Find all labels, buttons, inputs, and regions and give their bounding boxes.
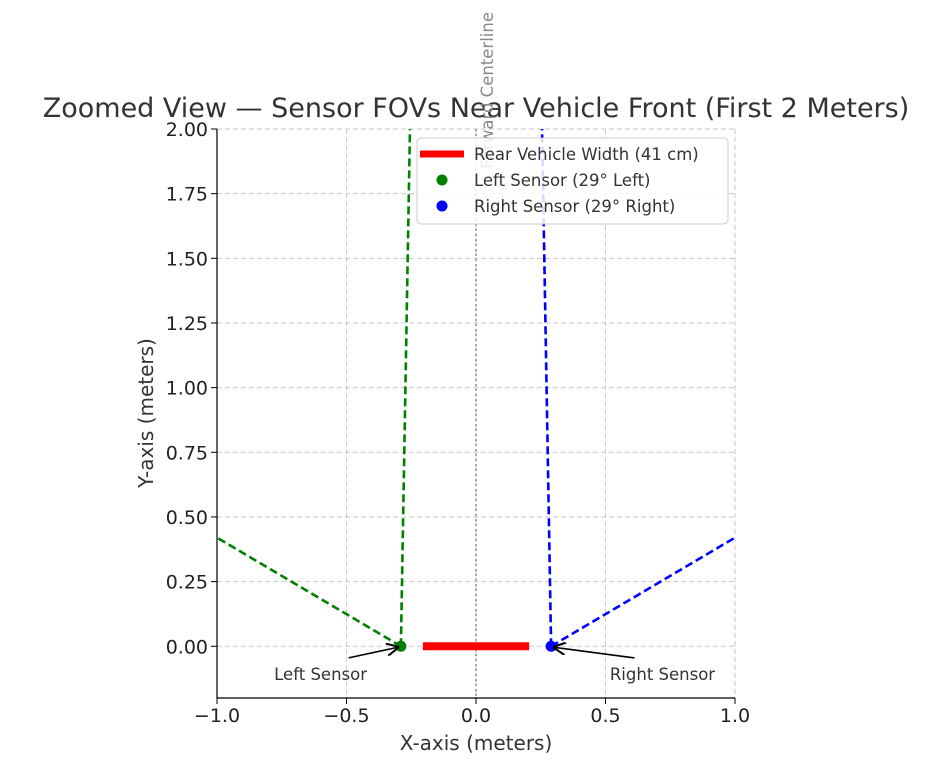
legend-swatch-2 xyxy=(436,200,448,212)
sensor-point-1 xyxy=(395,640,407,652)
legend-entry-1: Left Sensor (29° Left) xyxy=(474,171,651,190)
annotation-label-0: Left Sensor xyxy=(274,665,367,684)
sensor-point-2 xyxy=(545,640,557,652)
legend-swatch-1 xyxy=(436,174,448,186)
legend-entry-0: Rear Vehicle Width (41 cm) xyxy=(474,145,699,164)
y-ticks: 0.00 0.25 0.50 0.75 1.00 1.25 1.50 1.75 2.00 xyxy=(166,119,217,658)
y-tick-label-3: 0.75 xyxy=(166,442,208,464)
y-tick-label-8: 2.00 xyxy=(166,119,208,141)
y-tick-label-0: 0.00 xyxy=(166,636,208,658)
y-tick-label-2: 0.50 xyxy=(166,507,208,529)
legend-entry-2: Right Sensor (29° Right) xyxy=(474,197,675,216)
centerline-label: Forward Centerline xyxy=(478,12,497,169)
x-tick-label-0: −1.0 xyxy=(194,705,240,727)
legend-box xyxy=(416,137,729,225)
fov-line-1 xyxy=(399,129,412,647)
y-tick-label-6: 1.50 xyxy=(166,248,208,270)
y-tick-label-1: 0.25 xyxy=(166,572,208,594)
x-ticks: −1.0 −0.5 0.0 0.5 1.0 xyxy=(194,698,750,727)
x-tick-label-1: −0.5 xyxy=(323,705,369,727)
chart-title: Zoomed View — Sensor FOVs Near Vehicle F… xyxy=(43,93,910,124)
y-axis-label: Y-axis (meters) xyxy=(134,338,158,489)
x-axis-label: X-axis (meters) xyxy=(400,731,553,755)
x-tick-label-4: 1.0 xyxy=(720,705,750,727)
annotation-label-1: Right Sensor xyxy=(610,665,715,684)
y-tick-label-5: 1.25 xyxy=(166,313,208,335)
y-tick-label-4: 1.00 xyxy=(166,378,208,400)
fov-lines xyxy=(217,129,735,648)
annotations: Left Sensor Right Sensor xyxy=(274,647,715,684)
annotation-arrow-0 xyxy=(348,647,398,659)
x-tick-label-2: 0.0 xyxy=(461,705,491,727)
y-tick-label-7: 1.75 xyxy=(166,184,208,206)
annotation-arrow-1 xyxy=(554,647,635,659)
fov-line-3 xyxy=(540,129,553,647)
x-tick-label-3: 0.5 xyxy=(590,705,620,727)
legend: Rear Vehicle Width (41 cm) Left Sensor (2… xyxy=(416,137,729,225)
